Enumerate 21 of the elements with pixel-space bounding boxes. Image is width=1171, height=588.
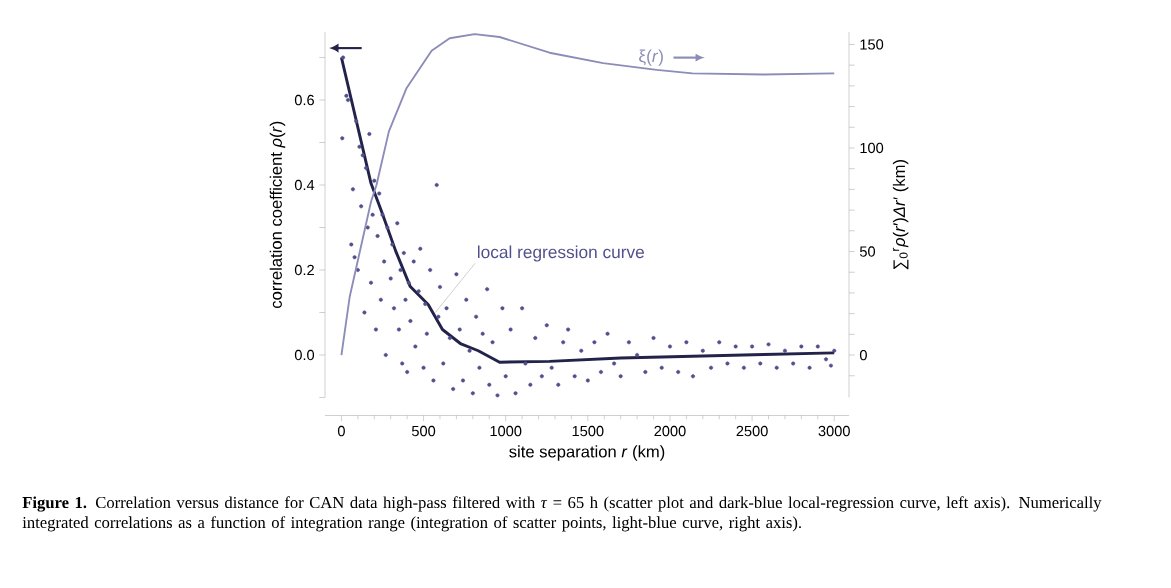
y-tick-label: 0.0 <box>294 349 315 361</box>
legend-label: ξ(r) <box>639 49 663 66</box>
x-tick-label: 1500 <box>572 425 604 437</box>
y2-tick-label: 50 <box>859 246 876 257</box>
x-tick-label: 0 <box>337 425 345 437</box>
y-tick-label: 0.4 <box>294 179 315 191</box>
y-tick-label: 0.2 <box>294 264 314 276</box>
text: ∑$_{0}$$^{r}$ρ(r′)Δr′ (km) <box>892 160 909 270</box>
y-axis-title: correlation coefficient ρ(r) <box>269 121 286 308</box>
x-tick-label: 2000 <box>654 425 686 437</box>
y2-tick-label: 100 <box>860 142 884 154</box>
x-tick-label: 1000 <box>490 425 522 437</box>
annotation: local regression curve <box>477 245 644 262</box>
x-tick-label: 3000 <box>818 425 850 437</box>
x-tick-label: 2500 <box>736 425 768 437</box>
x-tick-label: 500 <box>411 425 436 437</box>
text: Figure 1. Correlation versus distance for CAN data high-pass filtered with τ = 65 h (scatter plot and dark-blue local-regression curve, left axis). Numerically integrated correlations as a function of integration range (integration of scatter points, light-blue curve, right axis). <box>22 496 1102 532</box>
y2-tick-label: 150 <box>860 39 884 50</box>
x-axis-title: site separation r (km) <box>509 445 665 461</box>
y2-tick-label: 0 <box>859 349 867 361</box>
y-tick-label: 0.6 <box>294 94 314 106</box>
